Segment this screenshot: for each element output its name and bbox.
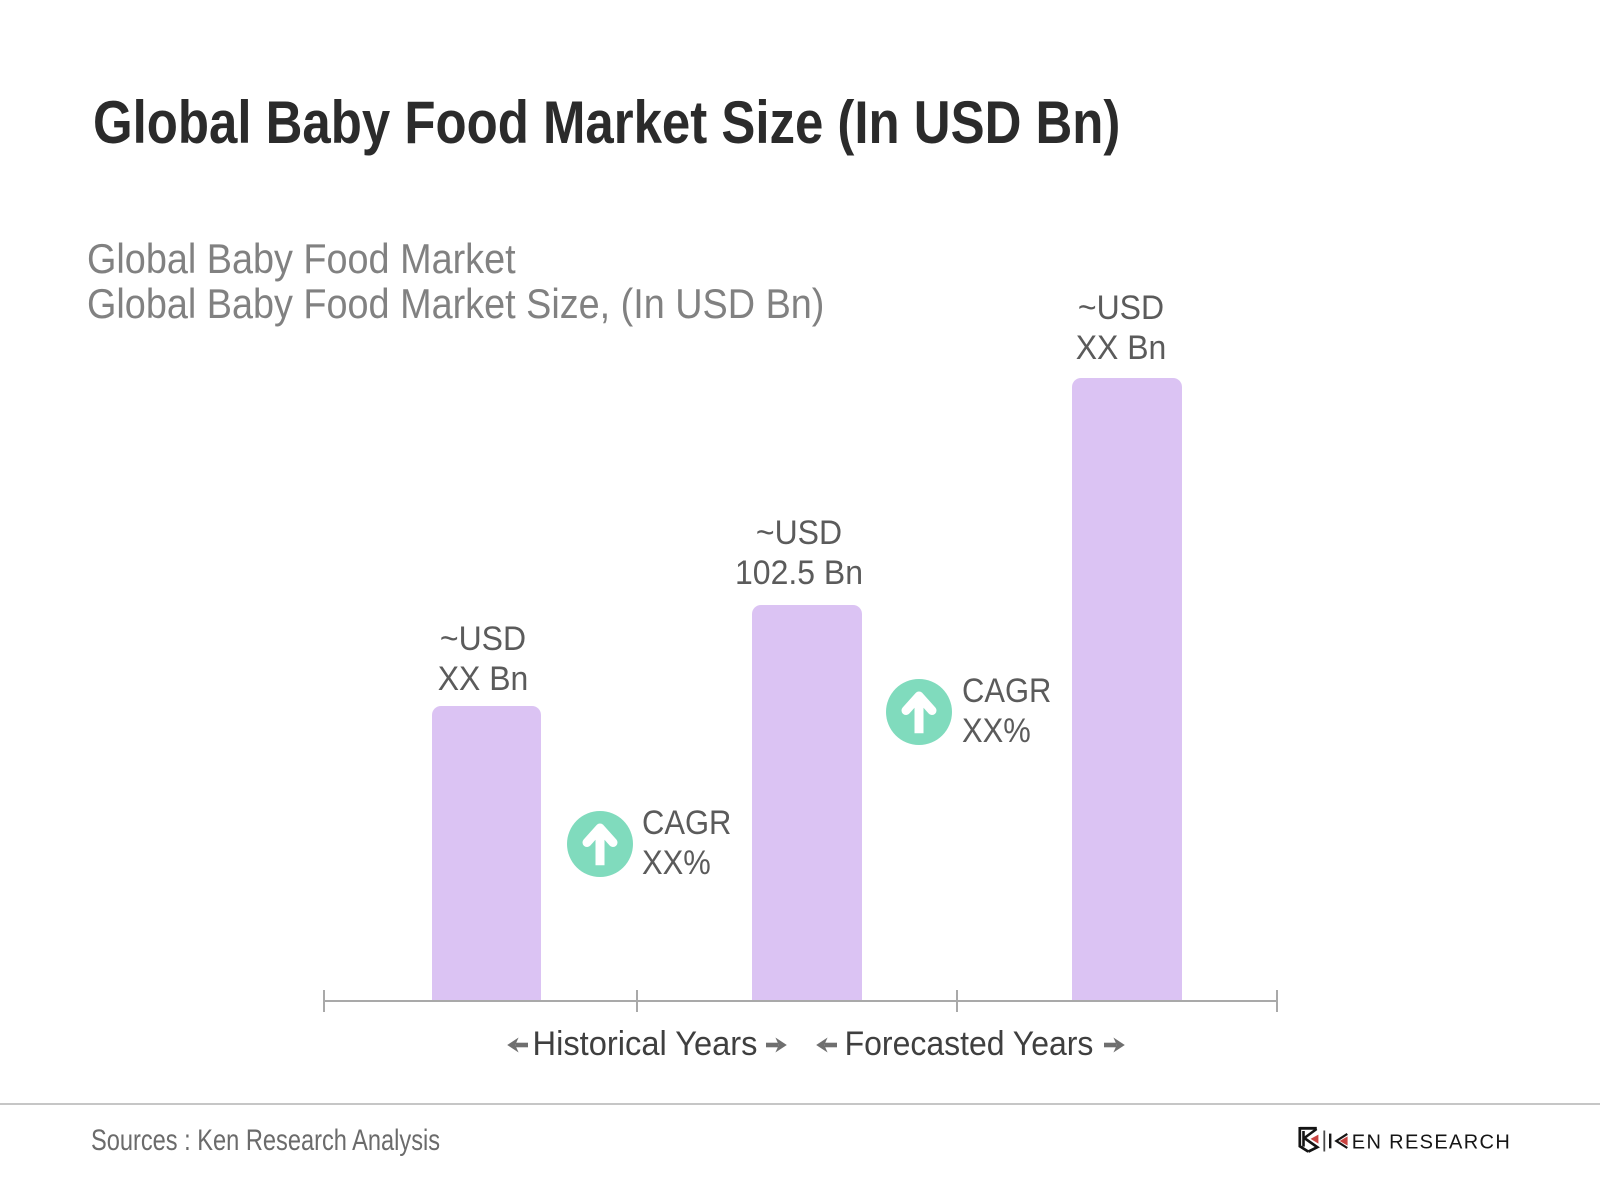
- svg-text:EN RESEARCH: EN RESEARCH: [1352, 1131, 1510, 1153]
